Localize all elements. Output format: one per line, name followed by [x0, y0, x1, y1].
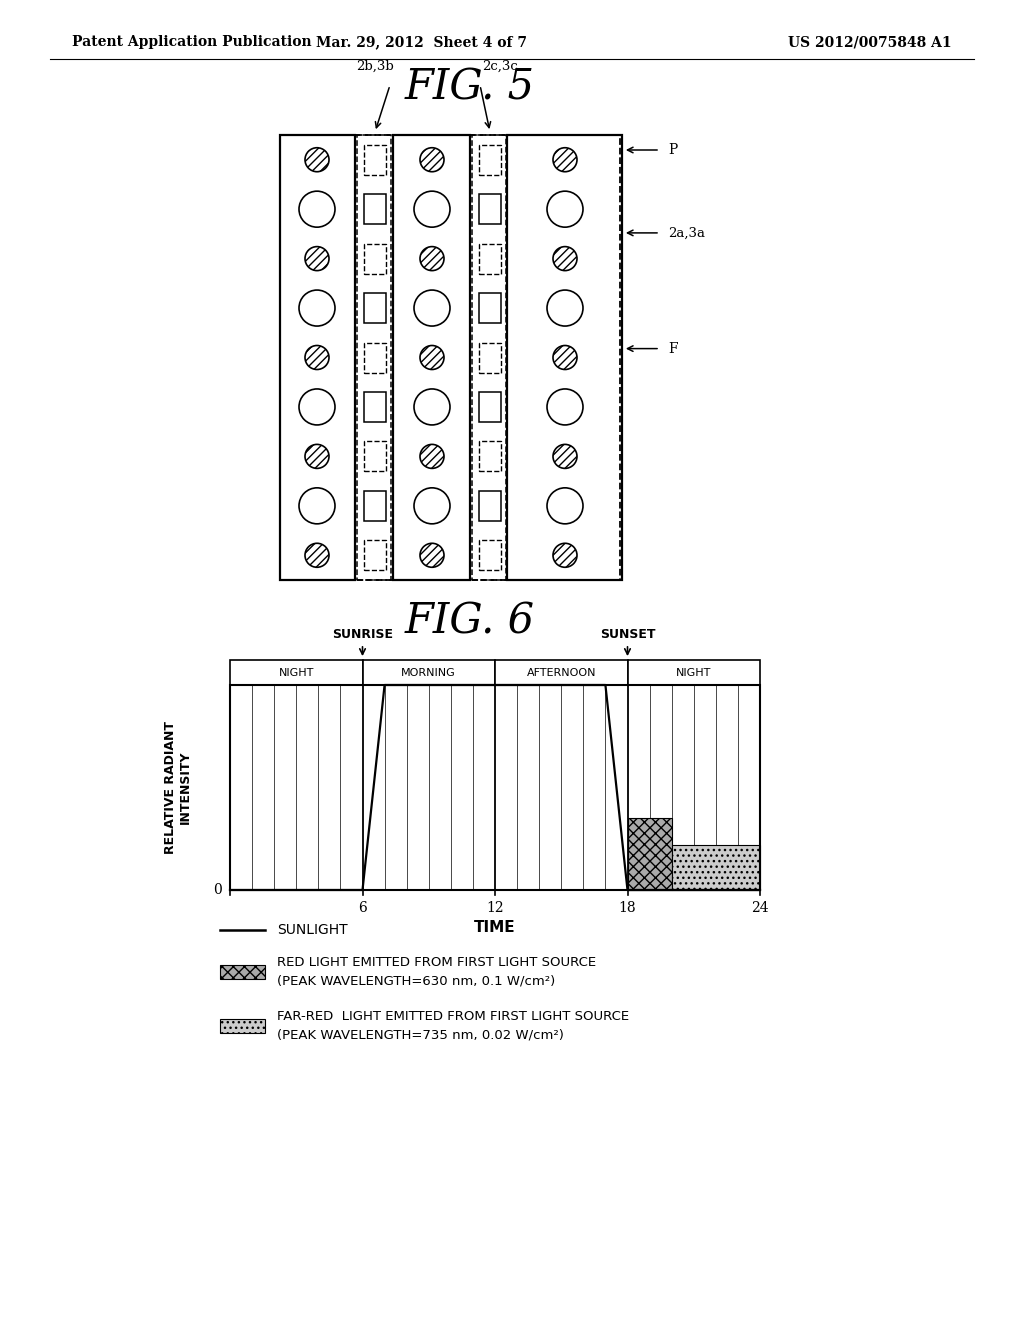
Text: MORNING: MORNING — [401, 668, 456, 677]
Bar — [220, 965, 265, 979]
Circle shape — [305, 148, 329, 172]
Bar — [479, 392, 501, 422]
Text: FIG. 5: FIG. 5 — [404, 67, 536, 110]
Text: 6: 6 — [358, 902, 367, 915]
Bar — [364, 441, 386, 471]
Circle shape — [305, 544, 329, 568]
Text: 2a,3a: 2a,3a — [668, 227, 705, 239]
Circle shape — [420, 544, 444, 568]
Circle shape — [553, 247, 577, 271]
Bar — [364, 145, 386, 174]
Bar — [230, 660, 362, 685]
Bar — [362, 660, 495, 685]
Bar — [479, 194, 501, 224]
Text: (PEAK WAVELENGTH=735 nm, 0.02 W/cm²): (PEAK WAVELENGTH=735 nm, 0.02 W/cm²) — [278, 1028, 564, 1041]
Text: Patent Application Publication: Patent Application Publication — [72, 36, 311, 49]
Text: P: P — [668, 143, 677, 157]
Bar — [280, 135, 620, 579]
Bar — [507, 135, 622, 579]
Bar — [479, 293, 501, 323]
Bar — [479, 145, 501, 174]
Circle shape — [414, 290, 450, 326]
Bar — [479, 540, 501, 570]
Bar — [628, 818, 672, 890]
Text: SUNLIGHT: SUNLIGHT — [278, 923, 347, 937]
Text: NIGHT: NIGHT — [279, 668, 314, 677]
Circle shape — [299, 191, 335, 227]
Circle shape — [305, 346, 329, 370]
Circle shape — [414, 389, 450, 425]
Circle shape — [553, 148, 577, 172]
Bar — [230, 685, 760, 890]
Circle shape — [420, 445, 444, 469]
Text: (PEAK WAVELENGTH=630 nm, 0.1 W/cm²): (PEAK WAVELENGTH=630 nm, 0.1 W/cm²) — [278, 974, 555, 987]
Bar — [393, 135, 470, 579]
Circle shape — [547, 389, 583, 425]
Bar — [364, 491, 386, 521]
Text: NIGHT: NIGHT — [676, 668, 712, 677]
Circle shape — [553, 544, 577, 568]
Circle shape — [420, 148, 444, 172]
Bar — [357, 135, 391, 579]
Text: US 2012/0075848 A1: US 2012/0075848 A1 — [788, 36, 952, 49]
Bar — [220, 1019, 265, 1034]
Circle shape — [547, 191, 583, 227]
Bar — [479, 342, 501, 372]
Bar — [364, 392, 386, 422]
Bar — [495, 660, 628, 685]
Bar — [479, 441, 501, 471]
Text: FIG. 6: FIG. 6 — [404, 601, 536, 643]
Text: F: F — [668, 342, 678, 355]
Text: 24: 24 — [752, 902, 769, 915]
Bar — [364, 194, 386, 224]
Circle shape — [547, 290, 583, 326]
Circle shape — [299, 290, 335, 326]
Text: FAR-RED  LIGHT EMITTED FROM FIRST LIGHT SOURCE: FAR-RED LIGHT EMITTED FROM FIRST LIGHT S… — [278, 1011, 629, 1023]
Circle shape — [299, 488, 335, 524]
Circle shape — [420, 346, 444, 370]
Bar — [230, 685, 760, 890]
Circle shape — [553, 346, 577, 370]
Bar — [628, 660, 760, 685]
Bar — [479, 491, 501, 521]
Text: Mar. 29, 2012  Sheet 4 of 7: Mar. 29, 2012 Sheet 4 of 7 — [316, 36, 527, 49]
Text: 2b,3b: 2b,3b — [356, 59, 394, 73]
Circle shape — [414, 191, 450, 227]
Bar — [364, 540, 386, 570]
Bar — [479, 244, 501, 273]
Circle shape — [299, 389, 335, 425]
Text: RED LIGHT EMITTED FROM FIRST LIGHT SOURCE: RED LIGHT EMITTED FROM FIRST LIGHT SOURC… — [278, 957, 596, 969]
Circle shape — [420, 247, 444, 271]
Text: 0: 0 — [214, 883, 222, 898]
Text: 2c,3c: 2c,3c — [482, 59, 518, 73]
Text: TIME: TIME — [474, 920, 516, 936]
Circle shape — [305, 445, 329, 469]
Text: SUNRISE: SUNRISE — [332, 627, 393, 640]
Circle shape — [553, 445, 577, 469]
Text: RELATIVE RADIANT
INTENSITY: RELATIVE RADIANT INTENSITY — [164, 721, 193, 854]
Bar — [672, 845, 760, 890]
Text: SUNSET: SUNSET — [600, 627, 655, 640]
Text: 18: 18 — [618, 902, 636, 915]
Circle shape — [414, 488, 450, 524]
Text: AFTERNOON: AFTERNOON — [526, 668, 596, 677]
Bar — [364, 342, 386, 372]
Circle shape — [305, 247, 329, 271]
Bar — [364, 293, 386, 323]
Bar — [280, 135, 355, 579]
Text: 12: 12 — [486, 902, 504, 915]
Circle shape — [547, 488, 583, 524]
Bar — [472, 135, 506, 579]
Bar — [364, 244, 386, 273]
